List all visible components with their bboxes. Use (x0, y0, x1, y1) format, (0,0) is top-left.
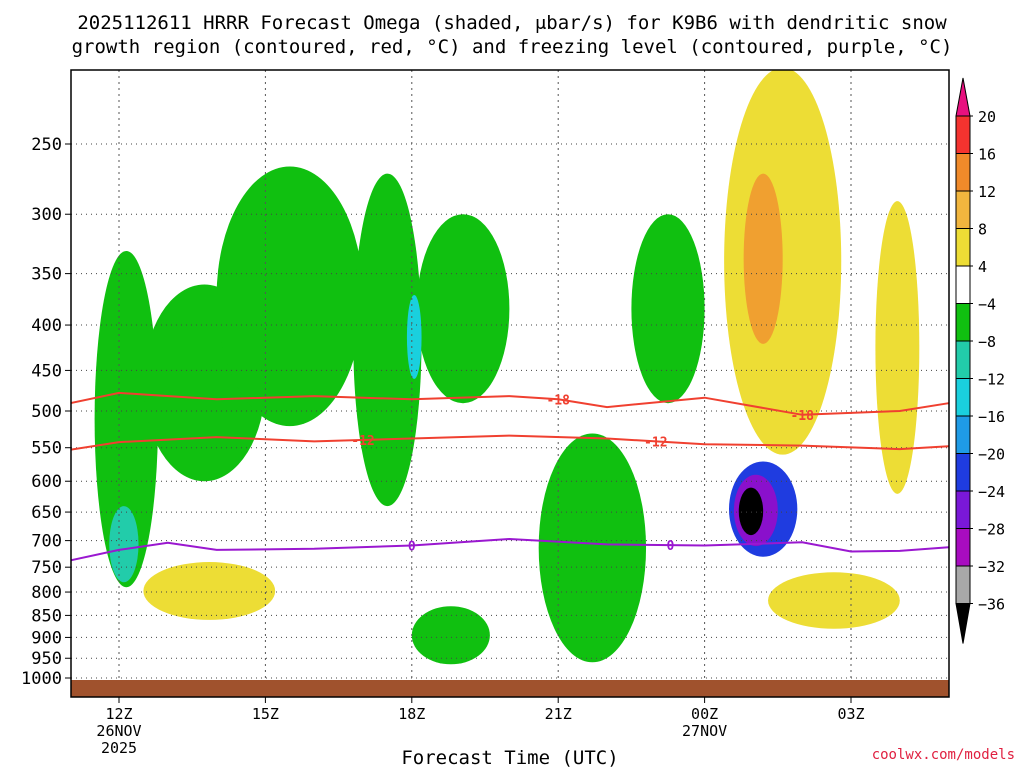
omega-region-yellow (143, 562, 276, 620)
plot-frame (70, 69, 950, 698)
x-tick-sublabel: 26NOV (96, 722, 141, 740)
y-tick-label: 350 (31, 265, 62, 285)
y-tick-label: 600 (31, 472, 62, 492)
omega-region-yellow (724, 70, 842, 455)
y-tick-label: 250 (31, 135, 62, 155)
colorbar-label: −28 (978, 521, 1005, 539)
x-tick-label: 00Z (691, 705, 718, 723)
contour-minus18 (71, 391, 949, 416)
colorbar-label: 8 (978, 221, 987, 239)
y-tick-label: 300 (31, 205, 62, 225)
chart-title-line1: 2025112611 HRRR Forecast Omega (shaded, … (77, 12, 947, 34)
colorbar-top-arrow (955, 77, 971, 117)
x-tick-label: 21Z (545, 705, 572, 723)
y-tick-label: 950 (31, 649, 62, 669)
colorbar-segment (955, 115, 971, 154)
omega-region-cyan (406, 295, 422, 379)
colorbar-segment (955, 415, 971, 454)
colorbar-label: −32 (978, 558, 1005, 576)
contour-minus12-label: -12 (644, 435, 667, 450)
omega-region-orange (743, 173, 783, 344)
omega-region-yellow (768, 572, 900, 629)
x-tick-label: 12Z (105, 705, 132, 723)
colorbar-label: −8 (978, 333, 996, 351)
y-tick-label: 800 (31, 583, 62, 603)
y-tick-label: 850 (31, 606, 62, 626)
colorbar-segment (955, 228, 971, 267)
contour-minus18-label: -18 (546, 393, 570, 408)
colorbar-segment (955, 490, 971, 529)
omega-region-black (738, 487, 764, 536)
colorbar-segment (955, 303, 971, 342)
freezing-level-contour (71, 537, 949, 562)
x-axis-title: Forecast Time (UTC) (401, 747, 618, 768)
terrain-strip (71, 680, 949, 697)
contour-minus18-label: -18 (790, 409, 814, 424)
colorbar-segment (955, 265, 971, 304)
y-tick-label: 500 (31, 402, 62, 422)
colorbar: 20 16 12 8 4 −4 −8 −12 −16 −20 −24 −28 −32 −36 (955, 77, 1005, 644)
temperature-contours: -18 -18 -12 -12 0 0 (71, 391, 949, 562)
omega-region-green (631, 214, 705, 404)
chart-title-line2: growth region (contoured, red, °C) and f… (72, 36, 953, 58)
colorbar-bottom-arrow (955, 603, 971, 644)
x-tick-label: 18Z (398, 705, 425, 723)
colorbar-label: 20 (978, 108, 996, 126)
y-tick-label: 900 (31, 628, 62, 648)
omega-region-green (353, 173, 422, 507)
omega-region-green (416, 214, 510, 404)
omega-region-green (216, 166, 363, 427)
grid-lines (71, 70, 949, 697)
y-tick-label: 750 (31, 558, 62, 578)
colorbar-segment (955, 565, 971, 604)
colorbar-segment (955, 528, 971, 567)
colorbar-label: −24 (978, 483, 1005, 501)
colorbar-label: −20 (978, 446, 1005, 464)
colorbar-label: −16 (978, 408, 1005, 426)
y-tick-label: 550 (31, 439, 62, 459)
colorbar-label: −12 (978, 371, 1005, 389)
contour-minus12 (71, 434, 949, 451)
omega-region-green (411, 606, 490, 665)
site-credit: coolwx.com/models (872, 747, 1015, 763)
colorbar-label: −36 (978, 596, 1005, 614)
colorbar-segment (955, 153, 971, 192)
freezing-level-contour-label: 0 (667, 539, 675, 554)
omega-region-teal (109, 506, 139, 583)
omega-region-yellow (875, 201, 920, 494)
x-tick-label: 15Z (252, 705, 279, 723)
colorbar-segment (955, 378, 971, 417)
y-tick-label: 450 (31, 361, 62, 381)
omega-region-green (538, 433, 647, 663)
omega-region-green (94, 250, 159, 588)
freezing-level-contour-label: 0 (408, 540, 416, 555)
colorbar-label: 12 (978, 183, 996, 201)
omega-shading (94, 70, 920, 665)
y-axis-ticks: 2503003504004505005506006507007508008509… (21, 135, 71, 689)
colorbar-label: 16 (978, 146, 996, 164)
colorbar-label: 4 (978, 258, 987, 276)
y-tick-label: 400 (31, 316, 62, 336)
contour-minus12-label: -12 (351, 434, 374, 449)
x-tick-sublabel: 27NOV (682, 722, 727, 740)
colorbar-segment (955, 190, 971, 229)
colorbar-segment (955, 453, 971, 492)
colorbar-segment (955, 340, 971, 379)
y-tick-label: 650 (31, 503, 62, 523)
y-tick-label: 1000 (21, 669, 62, 689)
x-tick-sublabel: 2025 (101, 739, 137, 757)
colorbar-label: −4 (978, 296, 996, 314)
y-tick-label: 700 (31, 532, 62, 552)
x-tick-label: 03Z (837, 705, 864, 723)
